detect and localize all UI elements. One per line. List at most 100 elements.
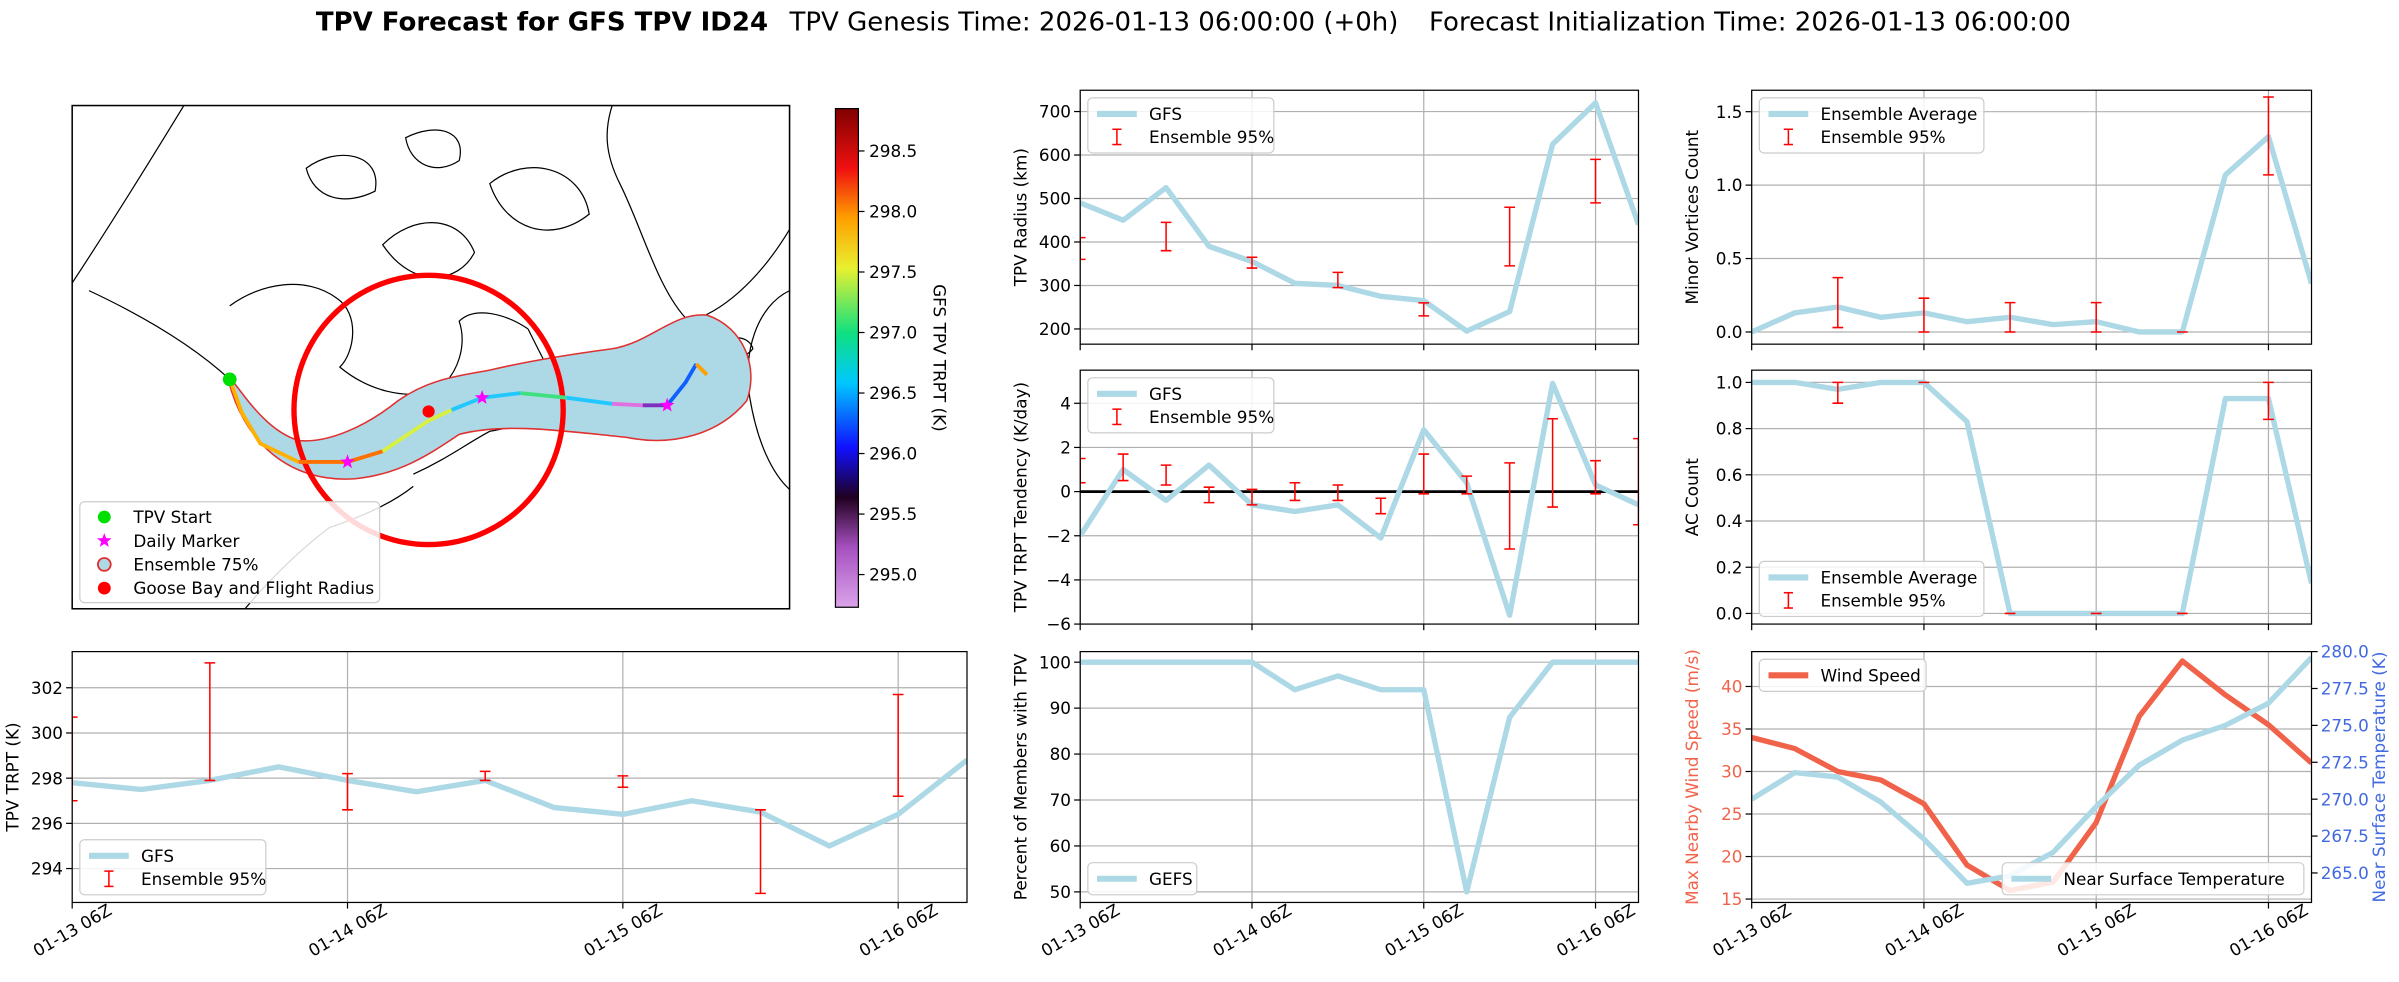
- y-tick-label: 20: [1721, 847, 1742, 867]
- colorbar-tick-label: 295.5: [869, 504, 917, 524]
- y-tick-label: 70: [1050, 790, 1071, 810]
- error-bar: [755, 809, 766, 895]
- y-tick-label: 1.0: [1716, 175, 1743, 195]
- goose-bay: [422, 405, 435, 418]
- legend-label: GEFS: [1149, 869, 1193, 889]
- y-tick-label: 300: [1039, 276, 1071, 296]
- coastline: [72, 105, 185, 284]
- y-axis-label: Percent of Members with TPV: [1011, 653, 1031, 900]
- x-tick-label: 01-15 06Z: [1381, 900, 1466, 961]
- y-axis-label: AC Count: [1682, 458, 1702, 537]
- error-bar: [1832, 276, 1844, 329]
- error-bar: [1590, 158, 1601, 204]
- colorbar-tick-label: 296.5: [869, 383, 917, 403]
- error-bar: [1246, 488, 1258, 506]
- error-bar: [2263, 381, 2274, 421]
- y-tick-label: −4: [1046, 570, 1071, 590]
- y-tick-label: 80: [1050, 744, 1071, 764]
- error-bar: [1590, 459, 1601, 495]
- y-tick-label: 296: [31, 813, 63, 833]
- y-tick-label: 40: [1721, 677, 1742, 697]
- series-line: [1751, 133, 2312, 335]
- error-bar: [1918, 297, 1930, 333]
- y-axis-label: TPV Radius (km): [1011, 148, 1031, 287]
- title-bold: TPV Forecast for GFS TPV ID24: [316, 8, 768, 38]
- legend-box: [1758, 560, 1985, 618]
- track-segment: [381, 408, 453, 453]
- error-bar: [1418, 302, 1430, 317]
- error-bar: [1332, 271, 1344, 289]
- legend-marker: [96, 557, 112, 572]
- y-axis-label: TPV TRPT (K): [3, 722, 23, 832]
- map-frame: [71, 104, 791, 610]
- plot-area: [1080, 370, 1639, 625]
- y-tick-label: −2: [1046, 526, 1071, 546]
- y-tick-label: 0.0: [1716, 322, 1743, 342]
- series-line: [1080, 100, 1639, 334]
- track-segment: [612, 401, 643, 408]
- colorbar-tick-label: 297.0: [869, 323, 917, 343]
- legend-label: Ensemble 95%: [141, 869, 266, 889]
- legend-box: [1087, 862, 1198, 896]
- error-bar: [1418, 453, 1430, 495]
- legend-label: GFS: [1149, 384, 1182, 404]
- legend-label: Ensemble Average: [1821, 104, 1978, 124]
- y-tick-label: 0.8: [1716, 419, 1743, 439]
- y-tick-label: 1.0: [1716, 373, 1743, 393]
- title-genesis: TPV Genesis Time: 2026-01-13 06:00:00 (+…: [788, 8, 1398, 38]
- axes-frame: [1079, 89, 1640, 345]
- track-start: [222, 372, 237, 387]
- x-tick-label: 01-15 06Z: [580, 900, 665, 961]
- figure-title: TPV Forecast for GFS TPV ID24 TPV Genesis…: [316, 8, 2071, 38]
- colorbar-label: GFS TPV TRPT (K): [929, 284, 949, 432]
- axes-frame: [1751, 89, 2313, 345]
- plot-area: [1751, 90, 2312, 345]
- y2-tick-label: 277.5: [2321, 679, 2369, 699]
- error-bar: [1547, 417, 1558, 508]
- y-tick-label: 298: [31, 768, 63, 788]
- y-tick-label: 0.6: [1716, 465, 1743, 485]
- y-tick-label: 0.2: [1716, 557, 1743, 577]
- daily-marker: [659, 397, 675, 412]
- daily-marker: [340, 454, 355, 469]
- y-tick-label: 400: [1039, 232, 1071, 252]
- y2-tick-label: 280.0: [2321, 642, 2369, 662]
- y-tick-label: 25: [1721, 804, 1742, 824]
- axes-frame: [1079, 369, 1640, 625]
- y2-tick-label: 265.0: [2321, 863, 2369, 883]
- legend-marker: [97, 581, 111, 595]
- y-tick-label: 0: [1060, 482, 1071, 502]
- y-axis-label: TPV TRPT Tendency (K/day): [1011, 382, 1031, 613]
- y-tick-label: 0.0: [1716, 604, 1743, 624]
- colorbar-tick-label: 298.0: [869, 202, 917, 222]
- legend-label: GFS: [141, 846, 174, 866]
- x-tick-label: 01-13 06Z: [30, 900, 115, 961]
- colorbar-tick-label: 295.0: [869, 565, 917, 585]
- y-tick-label: 4: [1060, 393, 1071, 413]
- y-tick-label: 1.5: [1716, 102, 1743, 122]
- legend-marker: [97, 510, 111, 524]
- legend-label: Ensemble 95%: [1149, 127, 1274, 147]
- legend-box: [1758, 97, 1985, 154]
- coastline: [489, 167, 590, 231]
- y2-tick-label: 272.5: [2321, 752, 2369, 772]
- y-tick-label: 0.5: [1716, 249, 1743, 269]
- track-segment: [565, 395, 613, 406]
- track-segment: [520, 391, 567, 400]
- x-tick-label: 01-16 06Z: [856, 900, 941, 961]
- y-tick-label: 2: [1060, 438, 1071, 458]
- coastline: [88, 290, 231, 380]
- plot-area: [72, 651, 968, 903]
- series-line: [1751, 379, 2312, 617]
- y-tick-label: 50: [1050, 882, 1071, 902]
- y-tick-label: 90: [1050, 698, 1071, 718]
- flight-radius: [291, 272, 566, 548]
- x-tick-label: 01-16 06Z: [2226, 900, 2311, 961]
- legend-label: Goose Bay and Flight Radius: [133, 578, 374, 598]
- series-line: [72, 757, 968, 849]
- error-bar: [1332, 484, 1344, 502]
- coastline: [606, 105, 790, 322]
- error-bar: [204, 662, 216, 782]
- y-tick-label: 294: [31, 859, 63, 879]
